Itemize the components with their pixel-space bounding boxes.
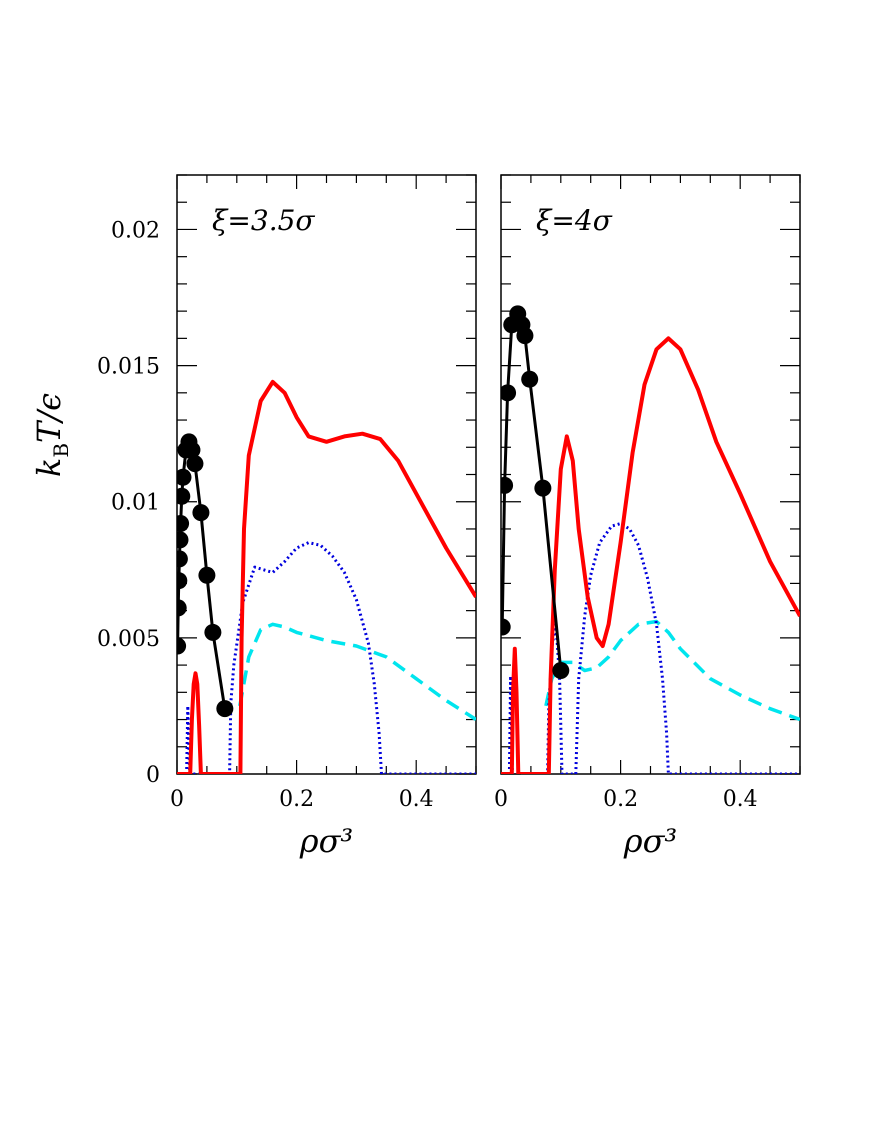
data-point xyxy=(501,618,511,636)
series-solid-line xyxy=(177,379,476,774)
data-point xyxy=(177,515,190,533)
data-point xyxy=(516,327,534,345)
data-point xyxy=(521,370,539,388)
y-tick-label: 0.02 xyxy=(111,218,160,243)
plot-frame xyxy=(500,174,801,775)
series-solid-line xyxy=(501,336,800,774)
plot-area xyxy=(177,379,476,774)
data-point xyxy=(183,441,201,459)
data-point xyxy=(177,599,187,617)
x-tick-label: 0.2 xyxy=(603,787,638,812)
data-point xyxy=(177,531,189,549)
panel-2: 0 0.2 0.4 ρσ³ ξ=4σ xyxy=(494,174,801,860)
data-point xyxy=(192,504,210,522)
y-tick-label: 0.015 xyxy=(97,355,160,380)
y-tick-label: 0.005 xyxy=(97,627,160,652)
data-point xyxy=(186,455,204,473)
plot-area xyxy=(501,305,800,774)
data-point xyxy=(501,384,517,402)
x-axis-label: ρσ³ xyxy=(623,822,677,860)
y-axis-label-text: kBT/ϵ xyxy=(30,393,73,477)
data-point xyxy=(177,487,191,505)
panel-1: 0 0.2 0.4 0 0.005 0.01 0.015 0.02 ρσ³ ξ=3.5σ xyxy=(97,174,477,860)
data-point xyxy=(501,476,514,494)
panel-annotation: ξ=3.5σ xyxy=(212,204,315,237)
x-axis-label: ρσ³ xyxy=(299,822,353,860)
x-tick-label: 0.4 xyxy=(399,787,434,812)
x-tick-label: 0 xyxy=(494,787,508,812)
data-point xyxy=(177,468,192,486)
data-point xyxy=(552,662,570,680)
series-dashed-line xyxy=(238,622,476,721)
y-tick-label: 0.01 xyxy=(111,491,160,516)
data-point xyxy=(216,700,234,718)
panel-annotation: ξ=4σ xyxy=(536,204,613,237)
data-point xyxy=(204,623,222,641)
data-point xyxy=(177,637,187,655)
data-point xyxy=(198,566,216,584)
ticks xyxy=(500,174,801,775)
x-tick-label: 0.4 xyxy=(723,787,758,812)
y-axis-label: kBT/ϵ xyxy=(30,393,73,477)
data-point xyxy=(177,572,188,590)
x-tick-label: 0.2 xyxy=(279,787,314,812)
series-dotted-line xyxy=(185,541,476,774)
data-point xyxy=(534,479,552,497)
series-dashed-line xyxy=(544,619,800,722)
series-points-line xyxy=(177,437,227,709)
data-point xyxy=(177,550,188,568)
y-tick-label: 0 xyxy=(146,763,160,788)
x-tick-label: 0 xyxy=(170,787,184,812)
